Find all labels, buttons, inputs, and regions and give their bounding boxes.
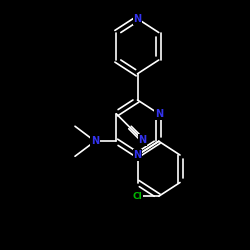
Text: Cl: Cl	[132, 192, 142, 201]
Text: N: N	[134, 150, 141, 160]
Text: N: N	[134, 14, 141, 24]
Text: N: N	[91, 136, 99, 146]
Text: N: N	[155, 109, 163, 119]
Text: N: N	[138, 135, 146, 145]
